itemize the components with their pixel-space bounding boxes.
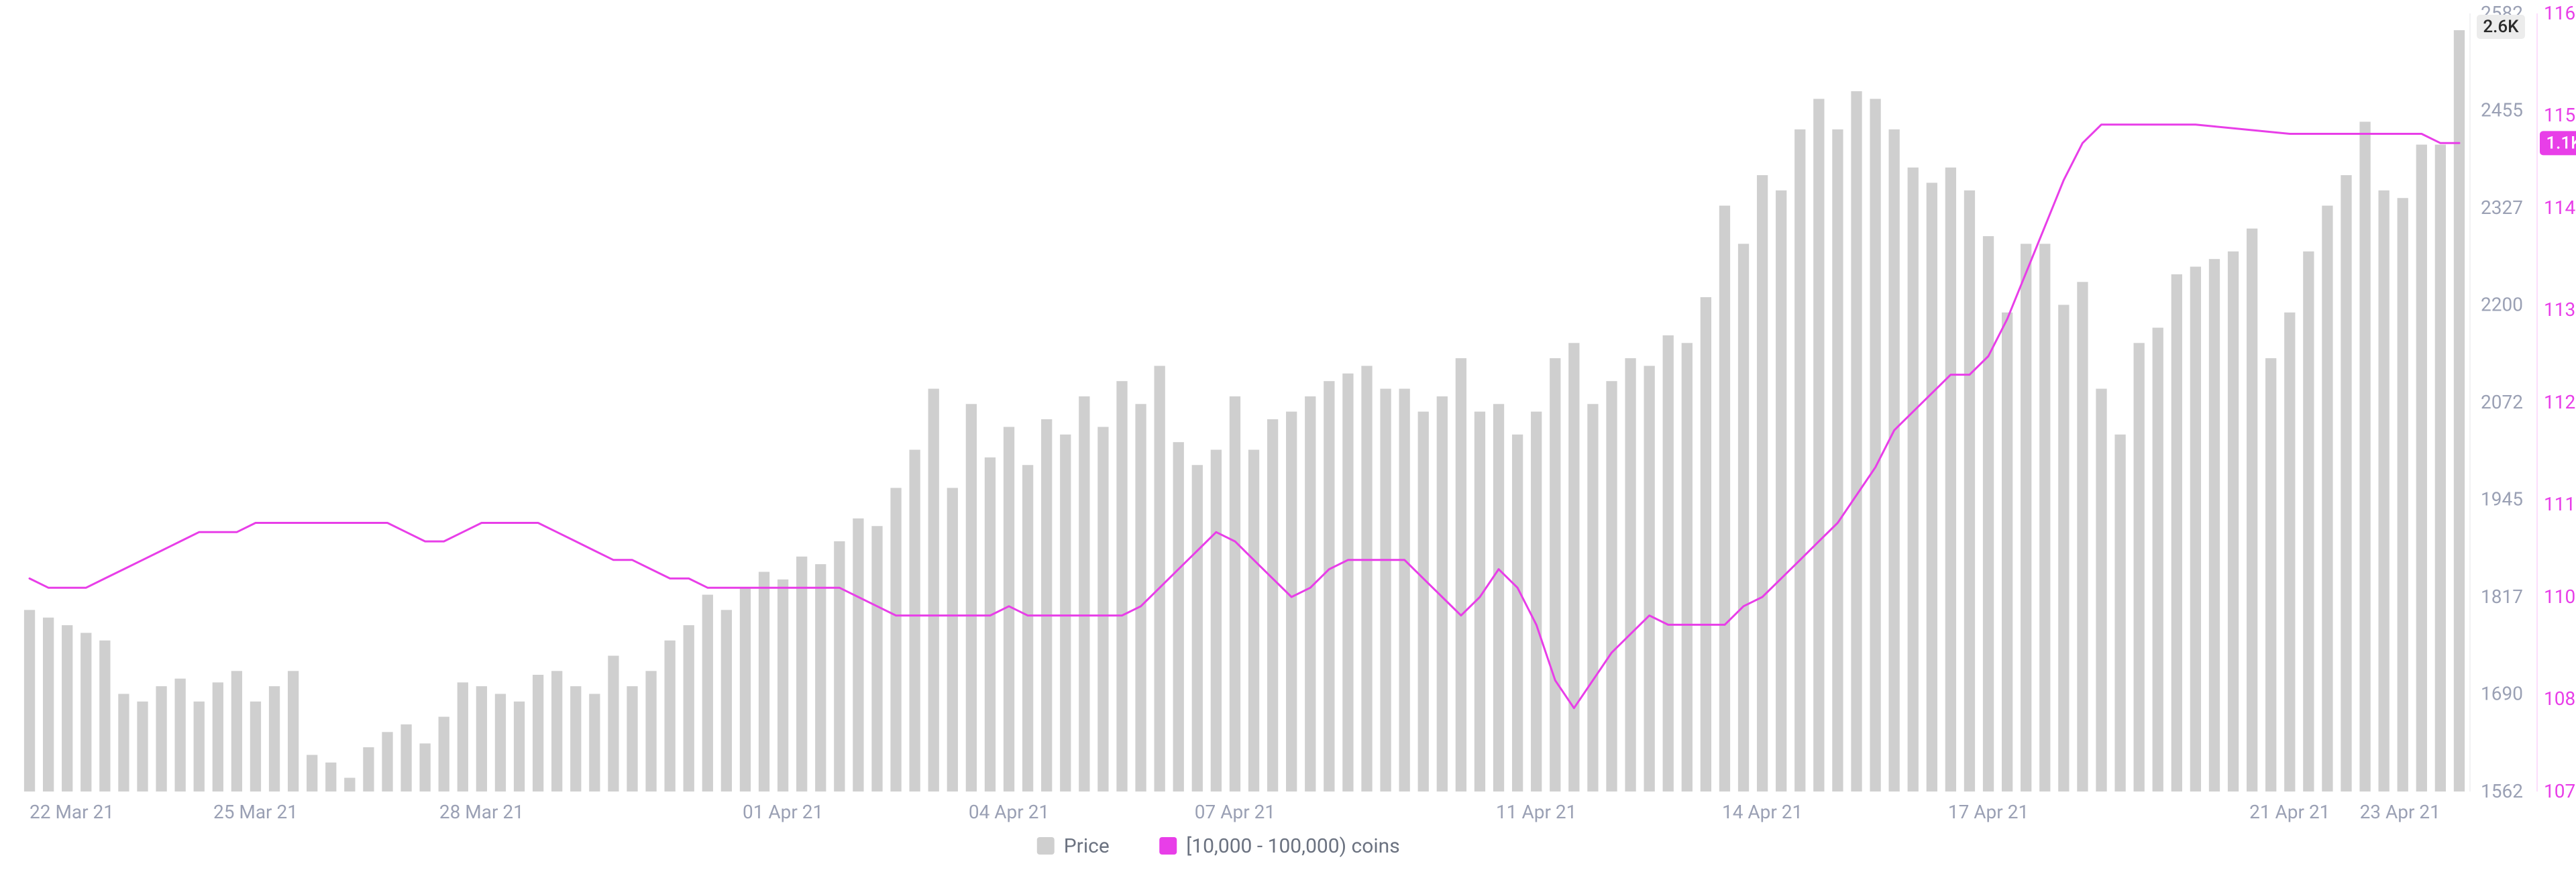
legend-label: Price [1064,834,1110,858]
y-left-tick-label: 2327 [2481,197,2523,219]
x-tick-label: 22 Mar 21 [30,801,114,823]
x-tick-label: 01 Apr 21 [743,801,823,823]
svg-text:2.6K: 2.6K [2483,17,2519,37]
y-left-tick-label: 1690 [2481,682,2523,704]
x-tick-label: 23 Apr 21 [2360,801,2440,823]
x-tick-label: 11 Apr 21 [1496,801,1576,823]
legend-label: [10,000 - 100,000) coins [1186,834,1399,858]
x-tick-label: 21 Apr 21 [2249,801,2330,823]
y-left-tick-label: 2200 [2481,293,2523,315]
chart-container: 1562169018171945207222002327245525821079… [0,0,2576,872]
y-left-tick-label: 1817 [2481,586,2523,608]
y-left-tick-label: 2455 [2481,99,2523,121]
y-right-tick-label: 1110 [2544,493,2576,515]
y-right-tick-label: 1100 [2544,586,2576,608]
x-tick-label: 25 Mar 21 [213,801,298,823]
y-right-tick-label: 1121 [2544,391,2576,413]
x-tick-label: 17 Apr 21 [1948,801,2029,823]
y-left-tick-label: 1945 [2481,488,2523,510]
y-right-tick-label: 1152 [2544,104,2576,126]
legend-swatch [1159,837,1177,855]
y-right-tick-label: 1089 [2544,688,2576,710]
y-right-tick-label: 1142 [2544,197,2576,219]
x-tick-label: 07 Apr 21 [1195,801,1275,823]
legend: Price [10,000 - 100,000) coins [1037,834,1400,858]
y-left-tick-label: 1562 [2481,780,2523,802]
legend-swatch [1037,837,1055,855]
y-right-tick-label: 1163 [2544,2,2576,24]
x-tick-label: 04 Apr 21 [969,801,1049,823]
chart-svg: 1562169018171945207222002327245525821079… [0,0,2576,872]
y-left-tick-label: 2072 [2481,391,2523,413]
x-tick-label: 28 Mar 21 [439,801,524,823]
y-right-tick-label: 1079 [2544,780,2576,802]
y-right-tick-label: 1131 [2544,298,2576,321]
x-tick-label: 14 Apr 21 [1722,801,1803,823]
svg-text:1.1K: 1.1K [2546,133,2576,153]
